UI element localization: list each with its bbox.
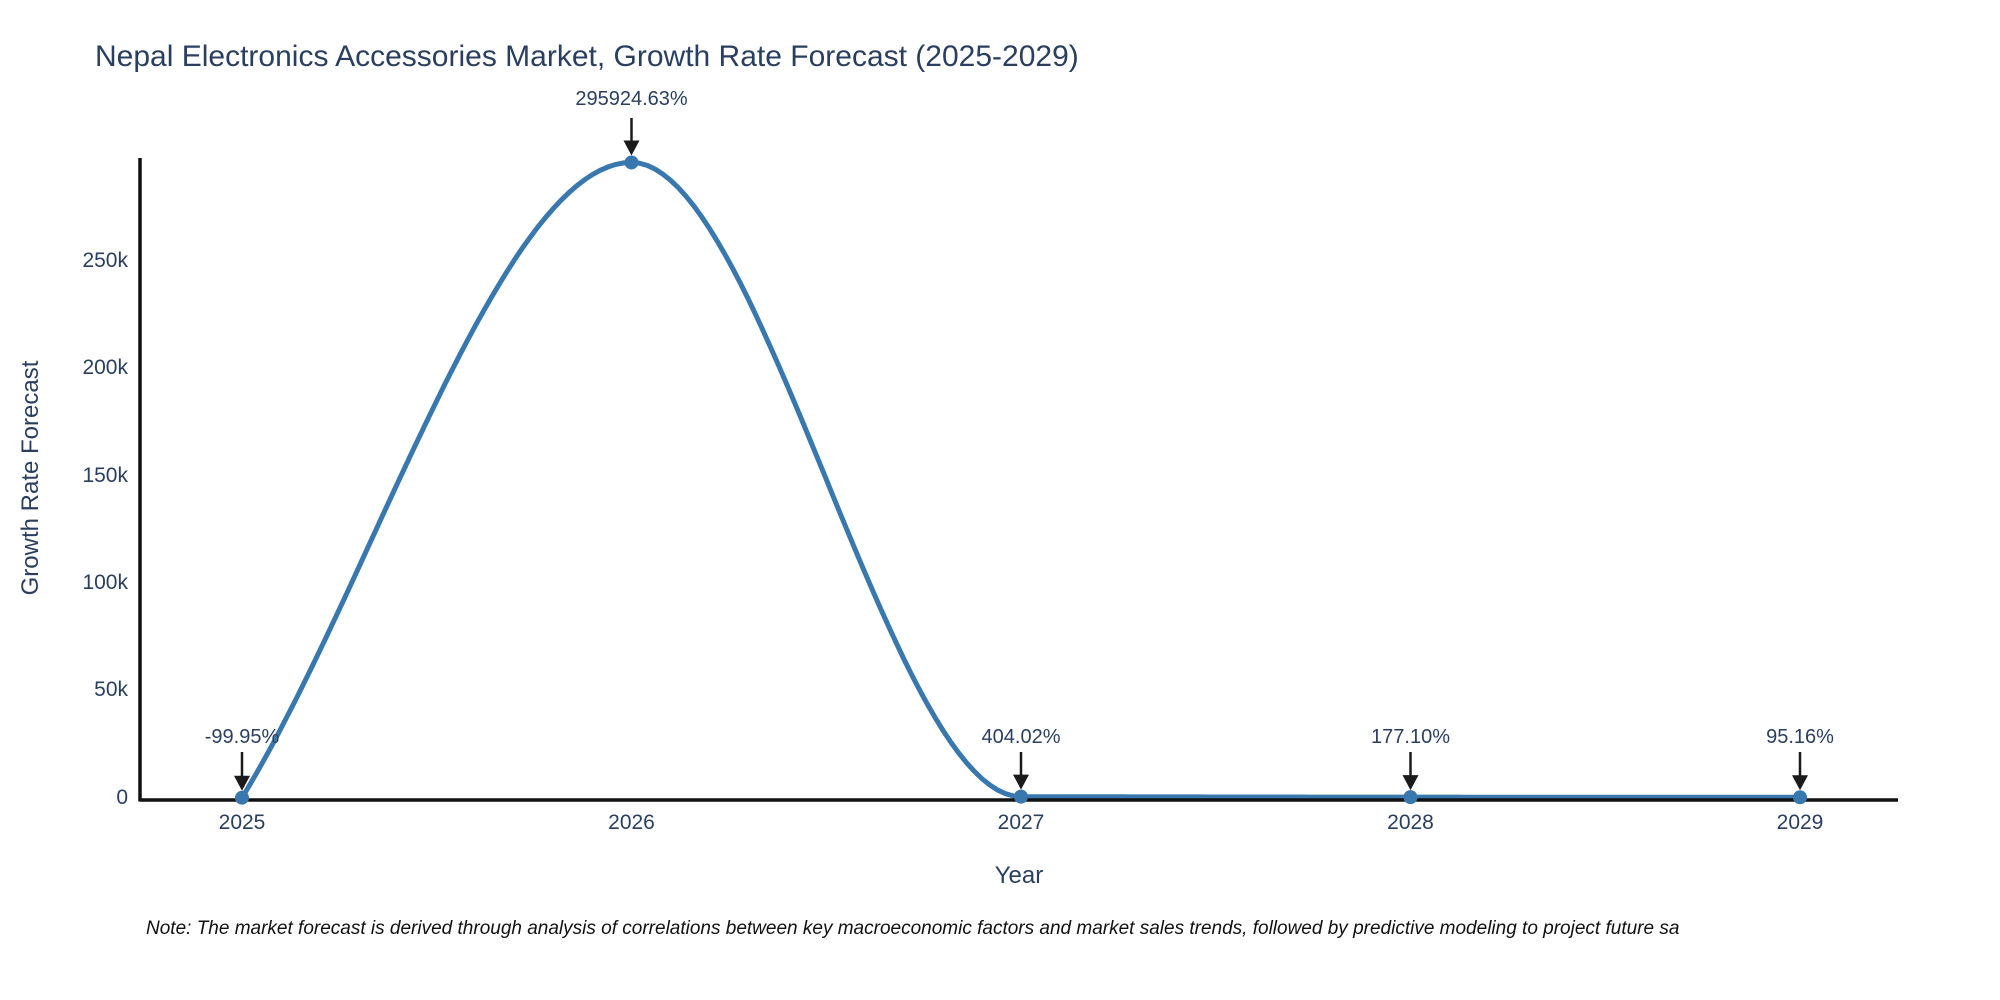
forecast-line — [239, 159, 1803, 801]
data-point-marker — [1793, 790, 1807, 805]
y-tick-label: 150k — [82, 463, 128, 487]
y-tick-label: 0 — [116, 785, 128, 809]
data-point-marker — [235, 790, 249, 805]
x-tick-label: 2029 — [1776, 811, 1824, 834]
annotation-arrow-head — [234, 775, 250, 791]
y-tick-label: 50k — [94, 678, 128, 702]
annotation-label: 177.10% — [1371, 726, 1450, 748]
annotation-arrow-head — [1013, 774, 1029, 790]
y-tick-label: 200k — [82, 356, 128, 380]
annotation-arrow-head — [623, 140, 640, 156]
annotation-arrow-head — [1792, 775, 1808, 791]
annotation-arrow-head — [1402, 775, 1419, 791]
annotation-label: 295924.63% — [575, 88, 688, 110]
data-point-marker — [1403, 790, 1418, 805]
data-point-marker — [1014, 789, 1028, 804]
x-tick-label: 2026 — [608, 811, 655, 834]
data-point-marker — [624, 155, 639, 170]
annotation-label: 95.16% — [1766, 726, 1834, 748]
x-tick-label: 2028 — [1387, 811, 1434, 834]
annotation-label: -99.95% — [204, 726, 280, 748]
y-tick-label: 100k — [82, 570, 128, 594]
x-tick-label: 2027 — [997, 811, 1045, 834]
x-tick-label: 2025 — [218, 811, 266, 834]
footnote: Note: The market forecast is derived thr… — [146, 918, 1680, 939]
chart-title: Nepal Electronics Accessories Market, Gr… — [95, 40, 1079, 73]
x-axis-title: Year — [994, 862, 1044, 889]
y-tick-label: 250k — [82, 249, 128, 272]
annotation-label: 404.02% — [981, 726, 1061, 748]
